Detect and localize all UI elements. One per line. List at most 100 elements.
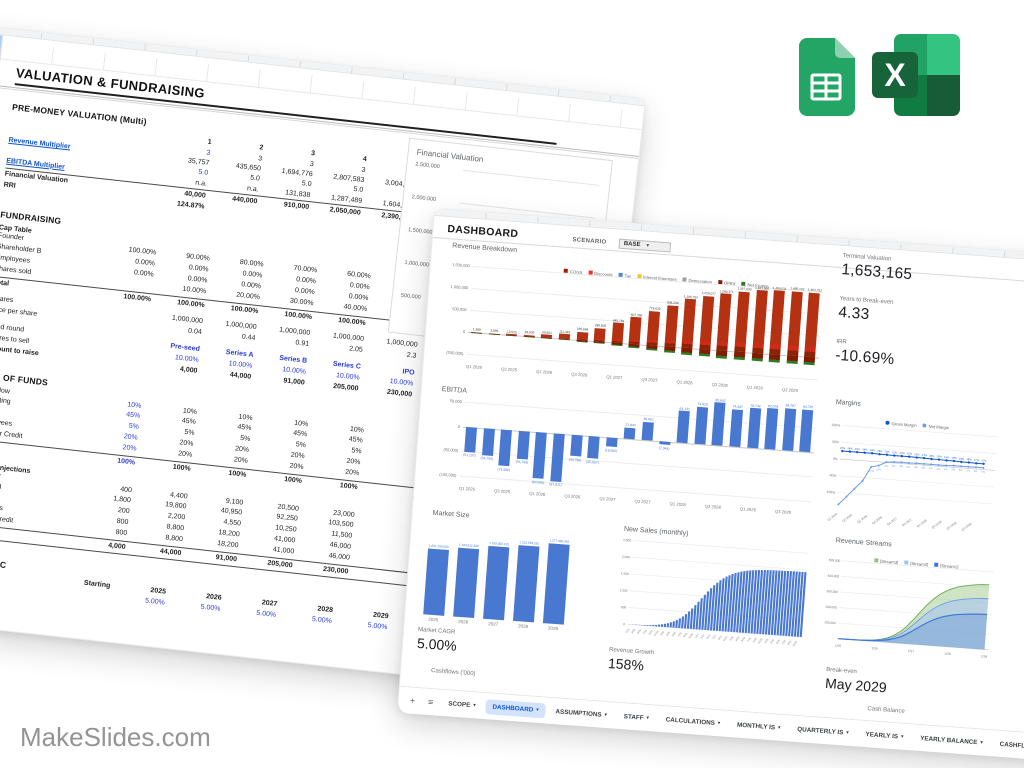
cell xyxy=(89,366,143,372)
bar-negative-segment xyxy=(558,338,570,341)
sheet-tab-cashflow[interactable]: CASHFLOW▾ xyxy=(992,736,1024,755)
svg-text:1/28: 1/28 xyxy=(944,652,951,656)
bar xyxy=(699,295,715,350)
bar-negative-segment xyxy=(803,356,816,366)
svg-text:24%: 24% xyxy=(855,447,861,451)
svg-text:5%: 5% xyxy=(974,469,979,473)
svg-text:X: X xyxy=(884,57,906,93)
bar xyxy=(481,427,495,456)
chevron-down-icon: ▾ xyxy=(646,242,650,249)
svg-text:11/26: 11/26 xyxy=(688,632,695,639)
cell: 100.00% xyxy=(337,316,367,327)
bar-value-label: 779,629 xyxy=(648,306,661,312)
bar-value-label: 445,756 xyxy=(612,318,625,324)
svg-text:4%: 4% xyxy=(921,466,926,470)
sheet-tab-staff[interactable]: STAFF ▾ xyxy=(616,708,656,726)
axis-tick-label: 1,500,000 xyxy=(407,227,433,236)
svg-text:100%: 100% xyxy=(831,423,840,428)
stat-break-even: Break-even May 2029 xyxy=(825,667,888,695)
bar-value-label: (94,556) xyxy=(531,479,545,485)
sheet-tab-monthly-is[interactable]: MONTHLY IS ▾ xyxy=(730,717,788,736)
bar xyxy=(664,305,679,348)
sheet-tab-yearly-balance[interactable]: YEARLY BALANCE ▾ xyxy=(913,730,991,751)
svg-text:17%: 17% xyxy=(974,458,980,462)
svg-text:22%: 22% xyxy=(899,451,905,455)
bar xyxy=(782,408,797,451)
sheet-tab-scope[interactable]: SCOPE ▾ xyxy=(441,695,483,713)
axis-tick-label: Q1 2027 xyxy=(599,495,616,503)
bar xyxy=(676,410,690,443)
svg-text:1/29: 1/29 xyxy=(981,654,988,658)
page-title: DASHBOARD xyxy=(447,223,519,241)
axis-tick-label: Q3 2026 xyxy=(571,371,588,378)
bar-negative-segment xyxy=(751,352,763,362)
bar xyxy=(716,293,732,351)
axis-tick-label: 500,000 xyxy=(452,306,467,313)
svg-text:500: 500 xyxy=(621,605,627,609)
sheet-tab-quarterly-is[interactable]: QUARTERLY IS ▾ xyxy=(790,721,856,741)
bar xyxy=(746,407,761,448)
bar xyxy=(498,429,513,467)
svg-text:9/25: 9/25 xyxy=(648,629,654,635)
svg-text:Q1 2027: Q1 2027 xyxy=(886,516,898,526)
axis-tick-label: 2,500,000 xyxy=(415,161,441,171)
bar-group: 1,159,003,125 2027 xyxy=(483,541,510,627)
stat-revenue-growth: Revenue Growth 158% xyxy=(608,647,655,674)
bar-value-label: 60,661 xyxy=(542,330,553,335)
chart-plot: 2,500 2,000 1,500 1,000 500 0 1/25 3/25 5/25 7/25… xyxy=(609,535,813,664)
axis-tick-label: Q1 2028 xyxy=(669,501,686,508)
bar xyxy=(605,436,618,448)
sheet-tab-label: DASHBOARD xyxy=(492,703,534,714)
bar-value-label: 74,920 xyxy=(697,402,708,407)
svg-text:11/27: 11/27 xyxy=(723,635,730,642)
sheet-tab-dashboard[interactable]: DASHBOARD ▾ xyxy=(484,698,547,718)
sheet-tab-assumptions[interactable]: ASSUMPTIONS ▾ xyxy=(548,703,614,723)
bar xyxy=(550,433,565,482)
sheet-tab-yearly-is[interactable]: YEARLY IS ▾ xyxy=(858,726,911,745)
scenario-label: SCENARIO xyxy=(572,237,607,246)
svg-text:7/26: 7/26 xyxy=(677,632,683,638)
kpi-column: Terminal Valuation 1,653,165 Years to Br… xyxy=(833,253,1012,394)
axis-tick-label: Q3 2027 xyxy=(634,498,651,505)
svg-text:1/25: 1/25 xyxy=(835,644,842,648)
chevron-down-icon: ▾ xyxy=(646,714,650,721)
axis-tick-label: Q1 2029 xyxy=(746,384,764,391)
chevron-down-icon: ▾ xyxy=(900,733,904,739)
svg-text:1%: 1% xyxy=(884,464,889,468)
svg-text:Q1 2025: Q1 2025 xyxy=(827,512,839,522)
svg-text:11/29: 11/29 xyxy=(792,640,799,647)
svg-text:5%: 5% xyxy=(959,468,964,472)
sheet-tab-label: CASHFLOW xyxy=(999,740,1024,751)
svg-text:1/29: 1/29 xyxy=(764,638,770,644)
bar-value-label: 13,525 xyxy=(506,329,517,335)
stat-value: May 2029 xyxy=(824,674,888,696)
svg-text:-50%: -50% xyxy=(828,473,836,478)
bar-value-label: 1,389 xyxy=(472,327,481,333)
axis-tick-label: 50,000 xyxy=(449,398,463,405)
sheet-tab-calculations[interactable]: CALCULATIONS ▾ xyxy=(658,711,727,731)
all-sheets-menu-icon[interactable]: ≡ xyxy=(427,696,434,708)
bar xyxy=(611,322,624,344)
axis-tick-label: Q1 2025 xyxy=(458,485,476,492)
svg-text:1,000: 1,000 xyxy=(619,588,627,593)
axis-tick-label: 2027 xyxy=(488,621,499,627)
svg-text:18%: 18% xyxy=(966,457,972,461)
cell xyxy=(94,327,148,333)
stat-market-cagr: Market CAGR 5.00% xyxy=(417,627,458,654)
market-size-chart: Market Size 1,051,250,000 2025 1,103,812,5… xyxy=(418,509,591,637)
axis-tick-label: Q3 2029 xyxy=(781,386,799,394)
chevron-down-icon: ▾ xyxy=(846,729,849,735)
revenue-streams-chart: Revenue Streams [Stream3] [Stream2] [Strea… xyxy=(821,537,1006,676)
svg-text:2,500: 2,500 xyxy=(623,538,631,543)
bar xyxy=(587,435,600,459)
svg-text:4%: 4% xyxy=(929,466,934,470)
revenue-breakdown-chart: Revenue Breakdown COGS Discounts Tax Intere… xyxy=(436,242,829,412)
add-sheet-button[interactable]: + xyxy=(409,695,416,706)
svg-text:9/27: 9/27 xyxy=(718,635,724,641)
bar-value-label: (97,021) xyxy=(549,482,563,488)
svg-text:21%: 21% xyxy=(922,453,928,457)
svg-text:5/26: 5/26 xyxy=(671,631,677,637)
bar-negative-segment xyxy=(786,355,798,365)
stat-value: 158% xyxy=(607,654,645,674)
svg-text:7/25: 7/25 xyxy=(642,629,648,635)
